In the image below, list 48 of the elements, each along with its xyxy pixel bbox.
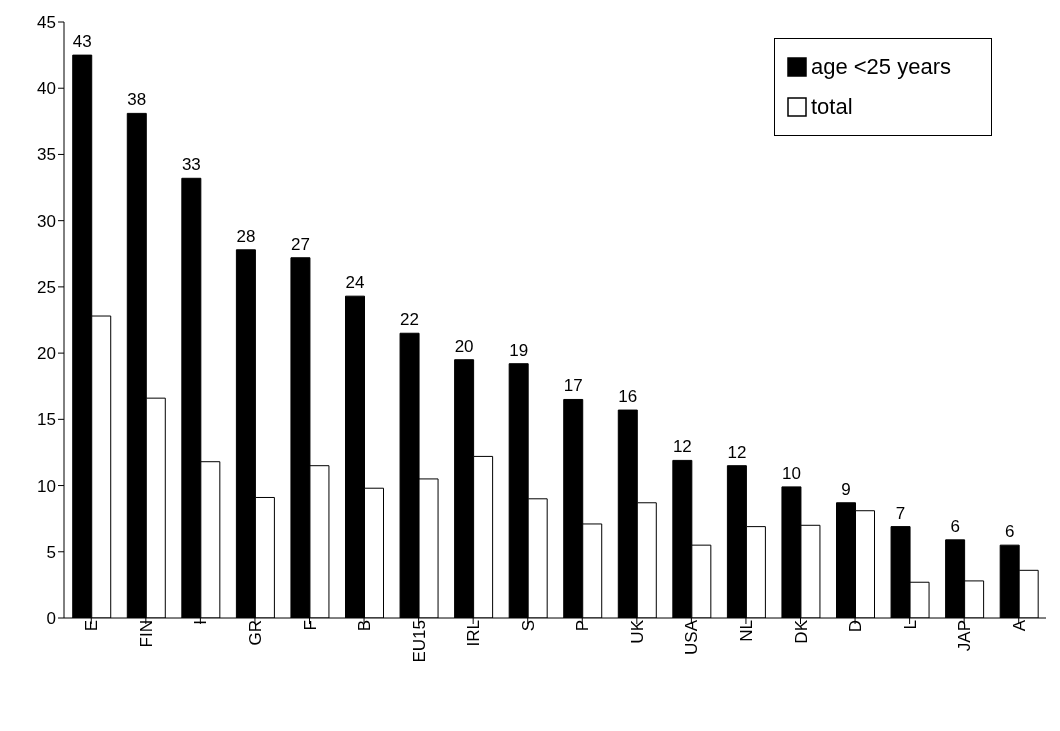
data-label: 28 <box>236 226 256 246</box>
y-tick-label: 25 <box>37 277 56 297</box>
x-tick-label: GR <box>246 620 266 646</box>
y-tick-label: 45 <box>37 13 56 33</box>
y-tick-label: 40 <box>37 79 56 99</box>
x-tick-label: NL <box>737 620 757 642</box>
y-tick-label: 0 <box>46 609 56 629</box>
data-label: 33 <box>181 155 201 175</box>
data-label: 9 <box>841 479 851 499</box>
data-label: 22 <box>400 310 420 330</box>
data-label: 12 <box>727 442 747 462</box>
x-tick-label: L <box>900 620 920 630</box>
y-tick-label: 35 <box>37 145 56 165</box>
data-label: 12 <box>672 437 692 457</box>
x-tick-label: JAP <box>955 620 975 652</box>
legend-label: total <box>810 93 853 121</box>
x-tick-label: P <box>573 620 593 632</box>
x-tick-label: D <box>846 620 866 633</box>
data-label: 16 <box>618 387 638 407</box>
data-label: 6 <box>950 516 960 536</box>
data-label: 20 <box>454 336 474 356</box>
data-label: 19 <box>509 340 529 360</box>
data-label: 38 <box>127 90 147 110</box>
y-tick-label: 10 <box>37 476 56 496</box>
data-label: 17 <box>563 376 583 396</box>
x-tick-label: DK <box>791 619 811 644</box>
x-tick-label: IRL <box>464 620 484 647</box>
data-label: 10 <box>781 463 801 483</box>
x-tick-label: EU15 <box>409 620 429 663</box>
x-tick-label: UK <box>627 619 647 644</box>
y-tick-label: 5 <box>46 542 56 562</box>
x-tick-label: B <box>355 620 375 632</box>
y-tick-label: 20 <box>37 344 56 364</box>
x-tick-label: FIN <box>136 620 156 648</box>
x-tick-label: F <box>300 620 320 631</box>
x-tick-label: E <box>82 620 102 632</box>
data-label: 27 <box>290 234 310 254</box>
y-tick-label: 15 <box>37 410 56 430</box>
y-tick-label: 30 <box>37 211 56 231</box>
data-label: 24 <box>345 273 365 293</box>
data-label: 6 <box>1004 522 1015 542</box>
x-tick-label: S <box>518 620 538 632</box>
data-label: 7 <box>895 503 906 523</box>
x-tick-label: I <box>191 620 211 625</box>
x-tick-label: USA <box>682 619 702 655</box>
x-tick-label: A <box>1009 619 1029 632</box>
legend-label: age <25 years <box>810 53 951 81</box>
data-label: 43 <box>72 32 92 52</box>
